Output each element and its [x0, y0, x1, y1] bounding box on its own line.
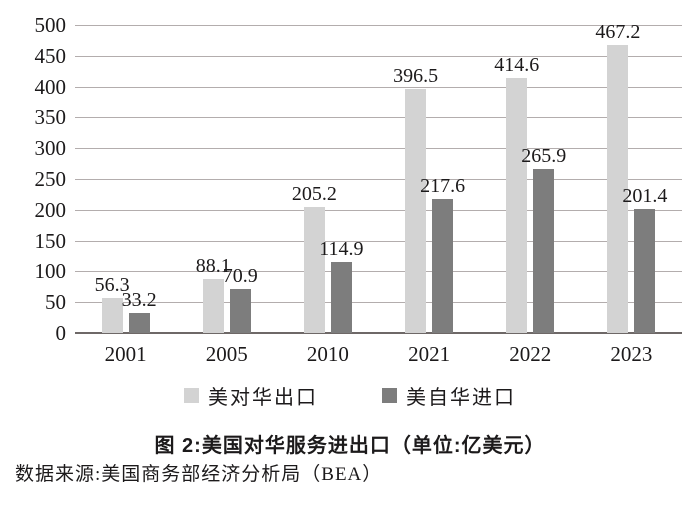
legend-label: 美自华进口 [406, 387, 516, 409]
bar-value-label: 414.6 [494, 53, 540, 76]
bar-pair: 414.6 265.9 [494, 55, 566, 333]
gridline [75, 55, 682, 57]
x-tick-label-2005: 2005 [205, 342, 248, 366]
x-tick-label-2023: 2023 [610, 342, 653, 366]
bar-pair: 396.5 217.6 [393, 66, 465, 333]
bar-group-2023: 467.2 201.4 [581, 22, 682, 333]
y-tick-label: 300 [34, 136, 67, 161]
y-tick-label: 500 [34, 13, 67, 37]
bar-value-label: 396.5 [393, 64, 439, 87]
y-tick-label: 50 [45, 290, 66, 315]
y-tick-label: 100 [34, 259, 67, 284]
y-tick-label: 350 [34, 105, 67, 130]
bar-pair: 56.3 33.2 [95, 275, 157, 333]
bar-exports-2023: 467.2 [595, 22, 640, 333]
legend: 美对华出口 美自华进口 [0, 381, 700, 410]
bar-pair: 467.2 201.4 [595, 22, 667, 333]
bar-exports-2021: 396.5 [393, 66, 438, 333]
bar-value-label: 56.3 [94, 274, 130, 297]
bar-imports-2022: 265.9 [521, 146, 566, 333]
x-axis: 2001 2005 2010 2021 2022 2023 [75, 342, 682, 368]
bar-value-label: 33.2 [121, 288, 157, 311]
y-axis: 0 50 100 150 200 250 300 350 400 450 500 [0, 15, 67, 344]
source-note: 数据来源:美国商务部经济分析局（BEA） [15, 464, 383, 485]
bar-value-label: 467.2 [595, 21, 641, 44]
bar-value-label: 88.1 [195, 254, 231, 277]
bar-imports-2021: 217.6 [420, 176, 465, 333]
gridline [75, 148, 682, 150]
gridline [75, 240, 682, 242]
x-tick-label-2022: 2022 [509, 342, 552, 366]
bar-value-label: 114.9 [319, 238, 364, 261]
bar-exports-2010: 205.2 [292, 184, 337, 333]
x-tick-label-2021: 2021 [408, 342, 451, 366]
bar-group-2010: 205.2 114.9 [277, 25, 378, 333]
y-tick-label: 200 [34, 197, 67, 222]
bar-imports-2005: 70.9 [223, 266, 258, 333]
bar-pair: 205.2 114.9 [292, 184, 364, 333]
x-axis-line [75, 332, 682, 334]
y-tick-label: 400 [34, 74, 67, 99]
y-tick-label: 450 [34, 43, 67, 68]
bar-imports-2010: 114.9 [319, 239, 364, 333]
y-tick-label: 250 [34, 167, 67, 191]
plot-area: 56.3 33.2 88.1 70.9 205.2 114.9 396.5 217.6 414.… [75, 22, 682, 334]
y-tick-label: 0 [55, 321, 67, 345]
bar-group-2021: 396.5 217.6 [379, 25, 480, 333]
bar-exports-2005: 88.1 [196, 256, 231, 333]
bar-group-2001: 56.3 33.2 [75, 25, 176, 333]
gridline [75, 117, 682, 119]
bar-value-label: 201.4 [622, 184, 668, 207]
gridline [75, 179, 682, 180]
bar-value-label: 217.6 [420, 174, 466, 197]
gridline [75, 25, 682, 26]
legend-label: 美对华出口 [208, 387, 318, 409]
bar-exports-2001: 56.3 [95, 275, 130, 333]
gridline [75, 86, 682, 88]
y-tick-label: 150 [34, 228, 67, 253]
gridline [75, 209, 682, 211]
bar-value-label: 205.2 [291, 182, 337, 205]
bar-imports-2023: 201.4 [622, 186, 667, 333]
bar-imports-2001: 33.2 [122, 290, 157, 333]
bar-pair: 88.1 70.9 [196, 256, 258, 333]
x-tick-label-2001: 2001 [104, 342, 147, 366]
legend-item-exports: 美对华出口 [184, 381, 318, 410]
legend-swatch-icon [184, 388, 199, 403]
bar-group-2005: 88.1 70.9 [176, 25, 277, 333]
gridline [75, 302, 682, 304]
legend-item-imports: 美自华进口 [382, 381, 516, 410]
gridline [75, 271, 682, 273]
bar-value-label: 265.9 [521, 145, 567, 168]
chart-title: 图 2:美国对华服务进出口（单位:亿美元） [154, 435, 546, 457]
bar-exports-2022: 414.6 [494, 55, 539, 333]
x-tick-label-2010: 2010 [306, 342, 349, 366]
legend-swatch-icon [382, 388, 397, 403]
bar-group-2022: 414.6 265.9 [480, 25, 581, 333]
bar-value-label: 70.9 [222, 265, 258, 288]
